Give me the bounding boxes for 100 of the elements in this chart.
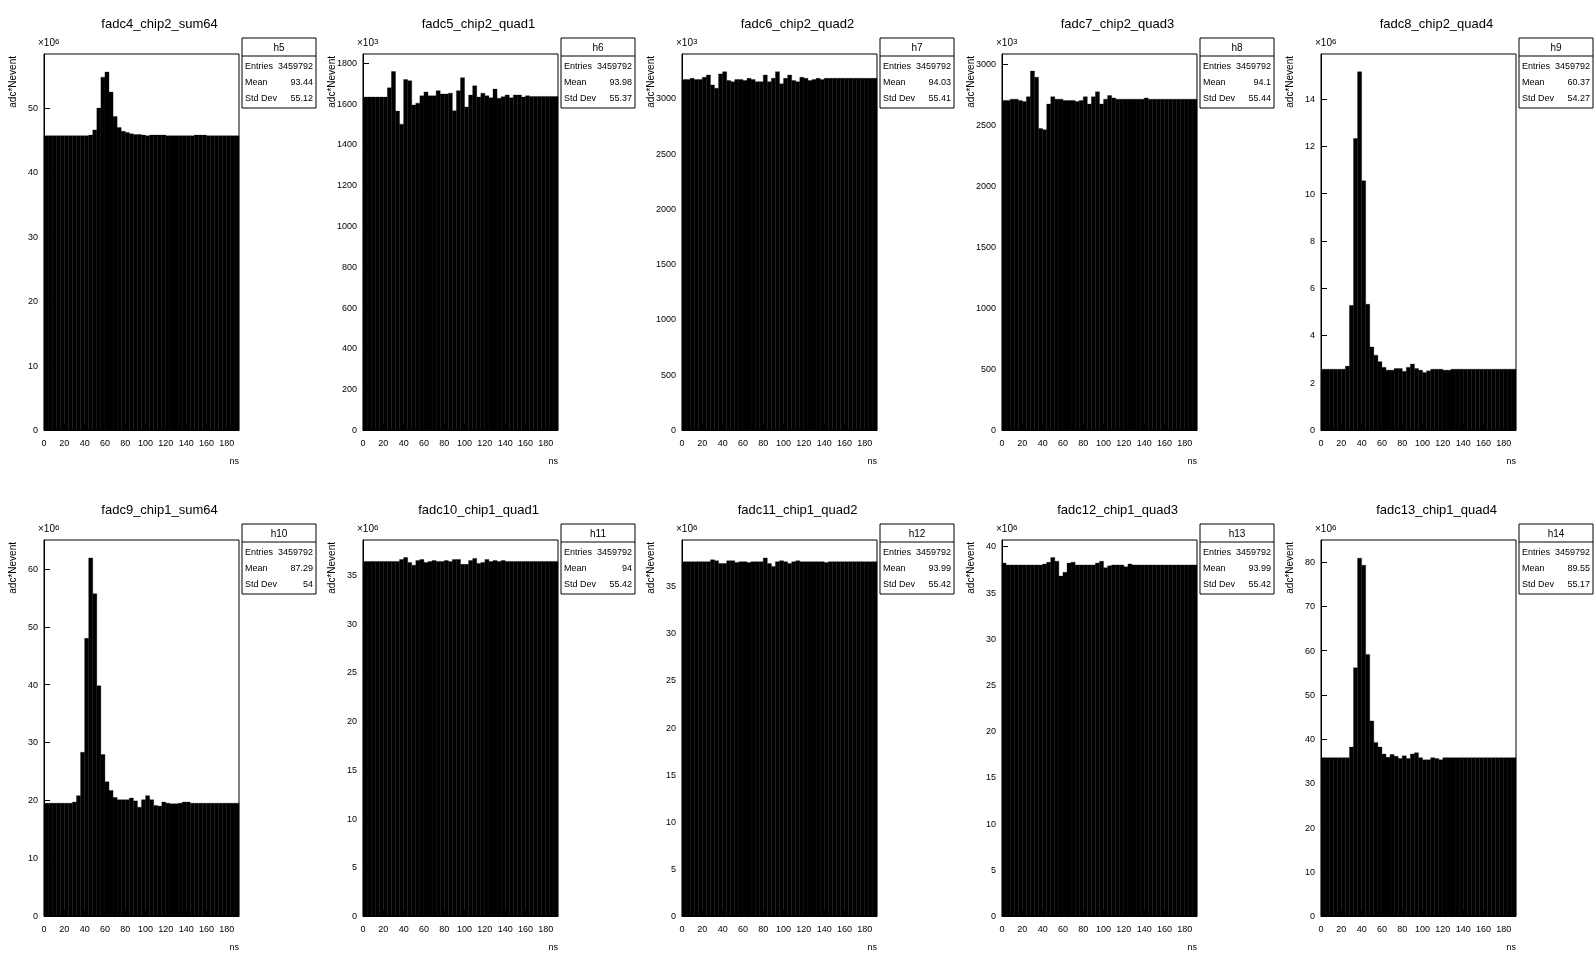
text: h5 bbox=[273, 41, 285, 53]
y-tick-label: 5 bbox=[352, 862, 358, 873]
y-axis-title: adc*Nevent bbox=[325, 541, 337, 594]
y-tick-label: 1500 bbox=[656, 259, 677, 270]
x-tick-label: 180 bbox=[219, 923, 235, 934]
y-tick-label: 1500 bbox=[975, 241, 996, 252]
y-tick-label: 70 bbox=[1304, 601, 1315, 612]
text: Std Dev bbox=[564, 579, 597, 589]
chart-title: fadc8_chip2_quad4 bbox=[1379, 16, 1494, 31]
x-tick-label: 120 bbox=[158, 923, 174, 934]
text: 3459792 bbox=[1554, 61, 1590, 71]
y-axis-title: adc*Nevent bbox=[325, 55, 337, 108]
x-tick-label: 20 bbox=[697, 437, 708, 448]
x-tick-label: 40 bbox=[1037, 437, 1048, 448]
x-tick-label: 140 bbox=[1455, 923, 1471, 934]
y-tick-label: 40 bbox=[27, 679, 38, 690]
y-tick-label: 0 bbox=[990, 911, 996, 921]
y-tick-label: 10 bbox=[27, 360, 38, 371]
y-axis-title: adc*Nevent bbox=[6, 55, 18, 108]
y-tick-label: 2000 bbox=[975, 180, 996, 191]
x-tick-label: 20 bbox=[378, 923, 389, 934]
y-tick-label: 400 bbox=[342, 343, 358, 354]
text: 87.29 bbox=[290, 563, 313, 573]
text: Mean bbox=[1202, 563, 1226, 573]
x-tick-label: 140 bbox=[1136, 923, 1152, 934]
text: Std Dev bbox=[245, 579, 278, 589]
text: h11 bbox=[590, 527, 607, 539]
y-tick-label: 5 bbox=[671, 863, 677, 874]
x-tick-label: 40 bbox=[1356, 923, 1367, 934]
text: h9 bbox=[1550, 41, 1562, 53]
text: 94 bbox=[622, 563, 633, 573]
text: h6 bbox=[592, 41, 605, 53]
text: Entries bbox=[1202, 547, 1232, 557]
x-axis-title: ns bbox=[1187, 941, 1198, 952]
x-tick-label: 100 bbox=[1414, 437, 1430, 448]
x-tick-label: 0 bbox=[360, 437, 366, 448]
x-tick-label: 80 bbox=[758, 923, 769, 934]
x-tick-label: 160 bbox=[1156, 437, 1172, 448]
text: h10 bbox=[270, 527, 288, 539]
text: Entries bbox=[245, 547, 274, 557]
x-tick-label: 0 bbox=[999, 923, 1005, 934]
x-tick-label: 80 bbox=[439, 437, 450, 448]
x-tick-label: 120 bbox=[1435, 923, 1451, 934]
text: 54.27 bbox=[1567, 93, 1590, 103]
x-tick-label: 40 bbox=[718, 923, 729, 934]
y-tick-label: 0 bbox=[352, 425, 358, 435]
y-tick-label: 0 bbox=[32, 425, 38, 435]
x-tick-label: 80 bbox=[758, 437, 769, 448]
x-tick-label: 80 bbox=[1397, 923, 1408, 934]
y-tick-label: 500 bbox=[980, 363, 996, 374]
y-tick-label: 2 bbox=[1309, 377, 1315, 388]
x-tick-label: 120 bbox=[1115, 923, 1131, 934]
x-tick-label: 20 bbox=[697, 923, 708, 934]
y-tick-label: 10 bbox=[1304, 188, 1315, 199]
x-tick-label: 120 bbox=[477, 923, 493, 934]
y-tick-label: 30 bbox=[347, 618, 358, 629]
x-tick-label: 180 bbox=[857, 923, 873, 934]
text: Mean bbox=[1521, 77, 1545, 87]
text: Mean bbox=[564, 77, 587, 87]
x-tick-label: 100 bbox=[138, 923, 154, 934]
x-tick-label: 160 bbox=[518, 923, 534, 934]
y-tick-label: 1400 bbox=[337, 139, 358, 150]
y-tick-label: 15 bbox=[985, 772, 996, 783]
x-tick-label: 80 bbox=[120, 923, 131, 934]
x-tick-label: 160 bbox=[198, 437, 215, 448]
y-axis-title: adc*Nevent bbox=[964, 541, 976, 594]
text: Mean bbox=[245, 563, 268, 573]
x-tick-label: 40 bbox=[398, 437, 409, 448]
x-tick-label: 40 bbox=[1037, 923, 1048, 934]
text: Mean bbox=[883, 77, 906, 87]
chart-title: fadc11_chip1_quad2 bbox=[738, 502, 858, 517]
y-tick-label: 50 bbox=[27, 621, 38, 632]
x-tick-label: 100 bbox=[776, 923, 792, 934]
text: 55.41 bbox=[928, 93, 952, 103]
y-tick-label: 35 bbox=[666, 581, 677, 592]
y-tick-label: 20 bbox=[666, 722, 677, 733]
y-axis-title: adc*Nevent bbox=[1283, 541, 1295, 594]
x-tick-label: 60 bbox=[1057, 437, 1068, 448]
y-tick-label: 20 bbox=[985, 726, 996, 737]
x-tick-label: 60 bbox=[738, 923, 749, 934]
x-tick-label: 160 bbox=[518, 437, 534, 448]
x-tick-label: 100 bbox=[1095, 437, 1111, 448]
x-tick-label: 120 bbox=[477, 437, 493, 448]
x-tick-label: 80 bbox=[120, 437, 131, 448]
x-axis-title: ns bbox=[867, 941, 878, 952]
x-axis-title: ns bbox=[1187, 455, 1198, 466]
x-axis-title: ns bbox=[867, 455, 878, 466]
y-tick-label: 50 bbox=[1304, 689, 1315, 700]
text: 60.37 bbox=[1567, 77, 1590, 87]
x-tick-label: 60 bbox=[419, 437, 430, 448]
x-tick-label: 40 bbox=[1356, 437, 1367, 448]
text: 89.55 bbox=[1567, 563, 1590, 573]
x-tick-label: 0 bbox=[1318, 923, 1324, 934]
x-tick-label: 20 bbox=[1336, 923, 1347, 934]
x-tick-label: 160 bbox=[837, 437, 853, 448]
y-tick-label: 1600 bbox=[337, 98, 358, 109]
text: 93.99 bbox=[1248, 563, 1271, 573]
x-tick-label: 0 bbox=[41, 437, 47, 448]
x-tick-label: 20 bbox=[1016, 437, 1027, 448]
y-tick-label: 20 bbox=[27, 795, 38, 806]
